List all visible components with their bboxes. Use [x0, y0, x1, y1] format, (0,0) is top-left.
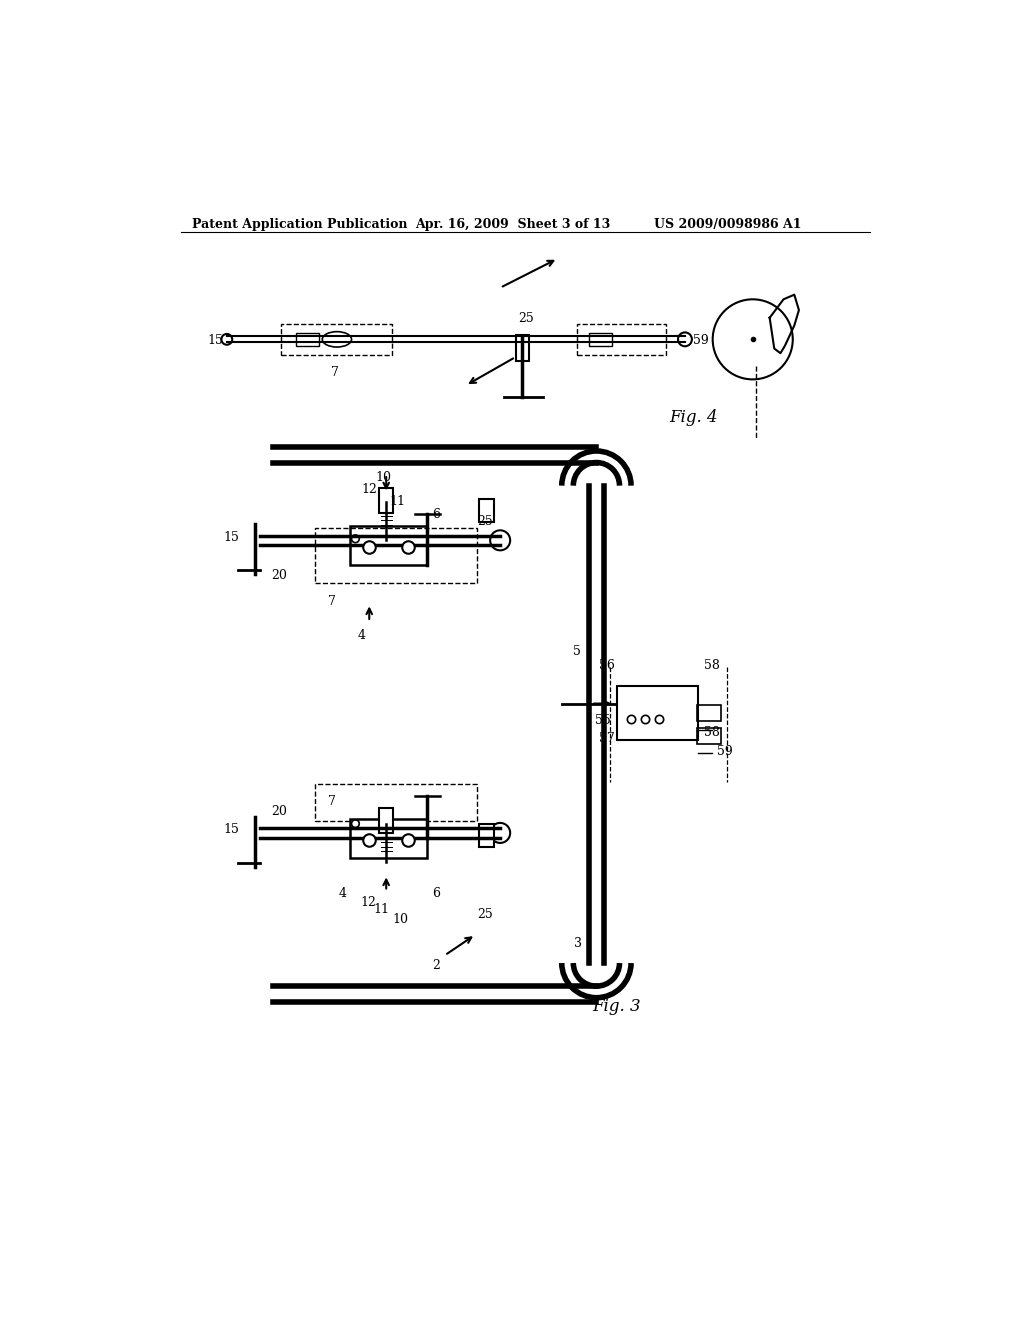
Circle shape [221, 334, 232, 345]
Text: 25: 25 [477, 515, 493, 528]
Text: Apr. 16, 2009  Sheet 3 of 13: Apr. 16, 2009 Sheet 3 of 13 [416, 218, 610, 231]
Bar [478, 824, 494, 847]
Text: 11: 11 [374, 903, 390, 916]
Text: Fig. 4: Fig. 4 [670, 409, 718, 425]
Text: 15: 15 [208, 334, 223, 347]
Bar [296, 333, 319, 346]
Text: 59: 59 [717, 744, 733, 758]
Text: 12: 12 [360, 896, 376, 909]
Text: 25: 25 [518, 312, 535, 325]
Bar [589, 333, 611, 346]
Text: 58: 58 [705, 659, 720, 672]
Text: 10: 10 [376, 471, 391, 484]
Text: 10: 10 [392, 912, 409, 925]
Bar [281, 323, 392, 355]
Bar [379, 488, 393, 512]
Bar [350, 527, 427, 565]
Text: 5: 5 [572, 644, 581, 657]
Text: 6: 6 [432, 887, 440, 900]
Text: 7: 7 [328, 795, 336, 808]
Text: 4: 4 [357, 630, 366, 643]
Text: 3: 3 [574, 937, 582, 950]
Text: US 2009/0098986 A1: US 2009/0098986 A1 [654, 218, 802, 231]
Text: 11: 11 [389, 495, 406, 508]
Text: 58: 58 [705, 726, 720, 739]
Text: 7: 7 [331, 366, 339, 379]
Bar [478, 499, 494, 521]
Bar [379, 808, 393, 833]
Bar [617, 686, 698, 739]
Text: 2: 2 [432, 958, 440, 972]
Bar [696, 705, 721, 721]
Text: 12: 12 [361, 483, 378, 496]
Text: Patent Application Publication: Patent Application Publication [193, 218, 408, 231]
Text: Fig. 3: Fig. 3 [593, 998, 641, 1015]
Text: 15: 15 [223, 531, 239, 544]
Text: 7: 7 [328, 594, 336, 607]
Bar [696, 729, 721, 743]
Text: 57: 57 [599, 733, 614, 746]
Bar [515, 335, 529, 360]
Text: 6: 6 [432, 508, 440, 520]
Bar [315, 528, 477, 583]
Text: 55: 55 [595, 714, 610, 727]
Text: 25: 25 [477, 908, 493, 921]
Text: 59: 59 [692, 334, 709, 347]
Text: 15: 15 [223, 824, 239, 837]
Text: 20: 20 [270, 569, 287, 582]
Bar [350, 818, 427, 858]
Bar [315, 784, 477, 821]
Text: 20: 20 [270, 805, 287, 818]
Text: 4: 4 [339, 887, 346, 900]
Bar [578, 323, 666, 355]
Text: 56: 56 [599, 659, 614, 672]
